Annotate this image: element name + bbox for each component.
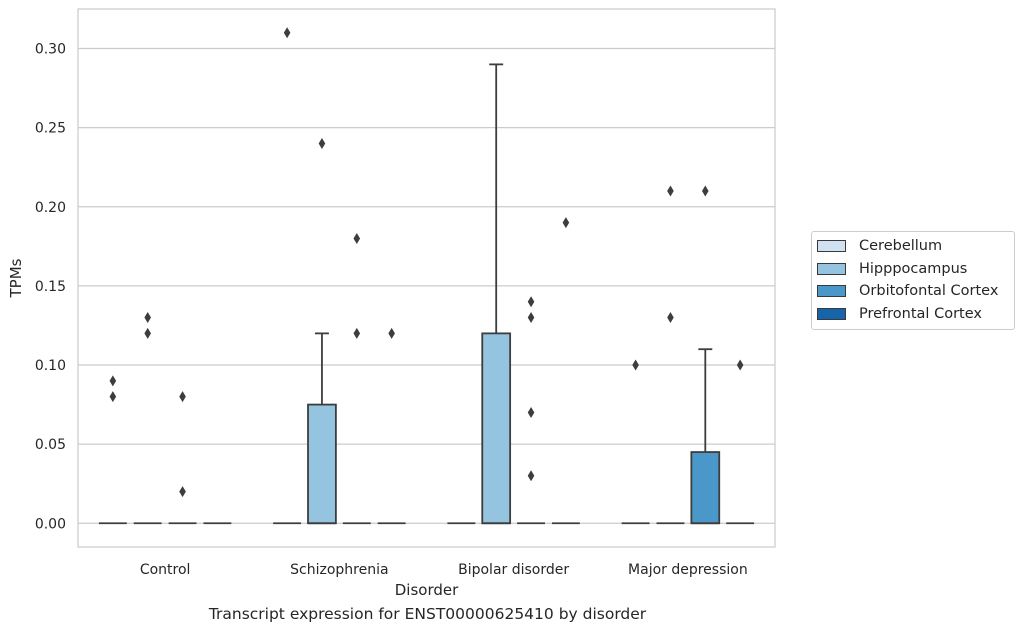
outlier-point <box>667 312 674 324</box>
box-element <box>690 348 721 525</box>
chart-caption: Transcript expression for ENST0000062541… <box>208 605 647 623</box>
outlier-point <box>562 217 570 229</box>
x-tick-label: Bipolar disorder <box>458 562 569 578</box>
outlier-point <box>527 407 535 418</box>
legend-swatch <box>817 307 846 320</box>
y-tick-label: 0.15 <box>35 279 66 295</box>
outlier-point <box>353 327 361 339</box>
outlier-point <box>527 312 535 324</box>
outlier-point <box>388 327 395 339</box>
outlier-point <box>527 296 535 308</box>
outlier-point <box>144 312 151 324</box>
legend: Cerebellum Hipppocampus Orbitofontal Corte… <box>811 231 1015 330</box>
box-body <box>481 332 512 525</box>
outlier-point <box>736 359 744 371</box>
outlier-point <box>353 232 361 244</box>
y-tick-label: 0.20 <box>35 200 66 216</box>
y-tick-labels: 0.00 0.05 0.10 0.15 0.20 0.25 0.30 <box>35 42 66 533</box>
box-body <box>690 451 721 525</box>
y-tick-label: 0.05 <box>35 437 66 453</box>
legend-swatch <box>817 285 846 298</box>
outlier-point <box>318 138 326 149</box>
outliers-layer <box>109 27 744 498</box>
legend-swatch <box>817 240 846 253</box>
boxes-layer <box>98 63 755 525</box>
outlier-point <box>667 185 674 197</box>
x-tick-label: Schizophrenia <box>290 562 388 578</box>
y-tick-label: 0.10 <box>35 358 66 374</box>
y-tick-label: 0.25 <box>35 121 66 137</box>
outlier-point <box>527 470 535 482</box>
outlier-point <box>702 185 709 197</box>
legend-label: Cerebellum <box>859 238 943 255</box>
legend-label: Prefrontal Cortex <box>859 305 982 322</box>
outlier-point <box>632 359 639 371</box>
outlier-point <box>109 375 117 387</box>
legend-item: Orbitofontal Cortex <box>812 280 1014 303</box>
outlier-point <box>283 27 291 39</box>
legend-label: Orbitofontal Cortex <box>859 283 999 300</box>
legend-label: Hipppocampus <box>859 260 968 277</box>
outlier-point <box>179 486 186 498</box>
legend-item: Cerebellum <box>812 235 1014 258</box>
y-axis-title: TPMs <box>7 258 25 298</box>
legend-swatch <box>817 262 846 275</box>
x-tick-label: Major depression <box>628 562 748 578</box>
box-element <box>481 63 512 525</box>
y-tick-label: 0.30 <box>35 42 66 58</box>
outlier-point <box>179 391 186 403</box>
box-body <box>307 403 337 525</box>
outlier-point <box>144 327 151 339</box>
x-tick-label: Control <box>140 562 191 578</box>
outlier-point <box>109 391 117 403</box>
y-tick-label: 0.00 <box>35 516 66 532</box>
plot-frame <box>77 8 776 548</box>
x-axis-title: Disorder <box>395 581 459 599</box>
box-element <box>307 332 337 525</box>
legend-item: Prefrontal Cortex <box>812 303 1014 326</box>
gridlines <box>78 47 775 524</box>
legend-item: Hipppocampus <box>812 258 1014 281</box>
x-tick-labels: Control Schizophrenia Bipolar disorder Majo… <box>140 562 748 578</box>
